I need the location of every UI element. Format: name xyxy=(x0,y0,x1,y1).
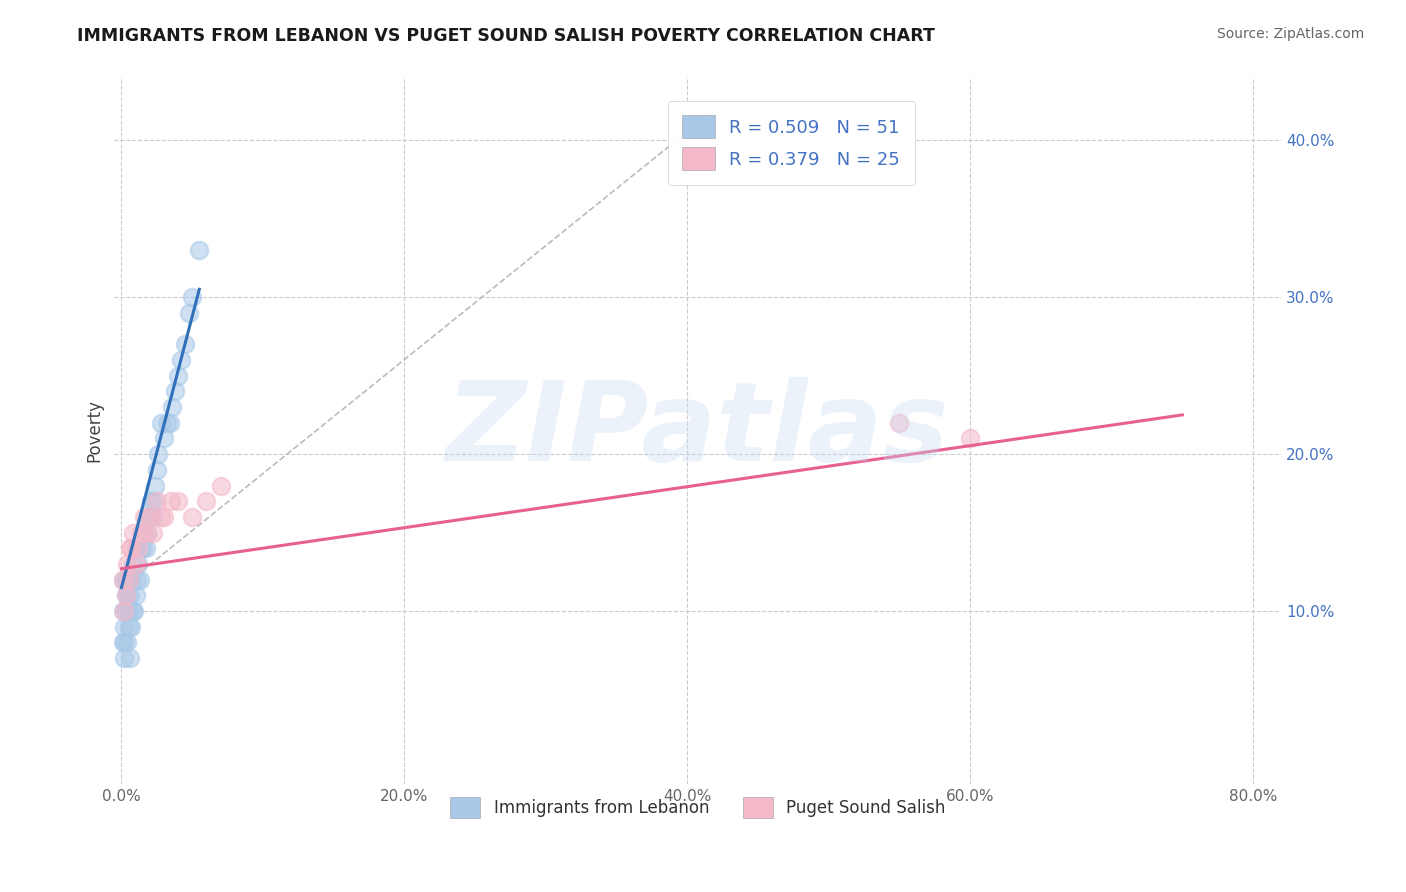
Point xyxy=(114,588,136,602)
Point xyxy=(143,494,166,508)
Point xyxy=(146,463,169,477)
Point xyxy=(959,432,981,446)
Point xyxy=(181,290,204,304)
Point xyxy=(112,651,135,665)
Point xyxy=(125,573,148,587)
Point xyxy=(117,573,139,587)
Legend: Immigrants from Lebanon, Puget Sound Salish: Immigrants from Lebanon, Puget Sound Sal… xyxy=(444,790,952,825)
Point xyxy=(136,525,159,540)
Point xyxy=(121,557,143,571)
Point xyxy=(142,509,165,524)
Point xyxy=(159,416,181,430)
Point xyxy=(139,509,162,524)
Point xyxy=(138,509,160,524)
Point xyxy=(209,478,232,492)
Point xyxy=(115,557,138,571)
Point xyxy=(114,604,136,618)
Point xyxy=(112,604,135,618)
Point xyxy=(127,541,149,556)
Point xyxy=(142,525,165,540)
Point xyxy=(111,635,134,649)
Point xyxy=(145,478,167,492)
Point xyxy=(127,557,149,571)
Point xyxy=(136,525,159,540)
Point xyxy=(153,432,176,446)
Point xyxy=(135,541,157,556)
Point xyxy=(112,620,135,634)
Point xyxy=(134,509,156,524)
Point xyxy=(141,494,163,508)
Point xyxy=(114,573,136,587)
Point xyxy=(188,243,211,257)
Point xyxy=(160,494,183,508)
Point xyxy=(124,588,146,602)
Point xyxy=(121,525,143,540)
Point xyxy=(115,635,138,649)
Point xyxy=(121,604,143,618)
Point xyxy=(167,494,190,508)
Point xyxy=(117,604,139,618)
Point xyxy=(122,604,145,618)
Point xyxy=(889,416,911,430)
Point xyxy=(153,509,176,524)
Point xyxy=(156,416,179,430)
Point xyxy=(131,541,153,556)
Point xyxy=(162,400,184,414)
Point xyxy=(120,620,142,634)
Point xyxy=(148,447,170,461)
Point xyxy=(114,588,136,602)
Text: Source: ZipAtlas.com: Source: ZipAtlas.com xyxy=(1216,27,1364,41)
Point xyxy=(118,588,141,602)
Point xyxy=(179,306,201,320)
Point xyxy=(150,509,173,524)
Text: IMMIGRANTS FROM LEBANON VS PUGET SOUND SALISH POVERTY CORRELATION CHART: IMMIGRANTS FROM LEBANON VS PUGET SOUND S… xyxy=(77,27,935,45)
Point xyxy=(174,337,197,351)
Point xyxy=(117,620,139,634)
Point xyxy=(124,541,146,556)
Point xyxy=(165,384,187,399)
Point xyxy=(195,494,218,508)
Point xyxy=(115,588,138,602)
Point xyxy=(111,573,134,587)
Point xyxy=(139,509,162,524)
Point xyxy=(112,635,135,649)
Point xyxy=(128,573,150,587)
Y-axis label: Poverty: Poverty xyxy=(86,399,103,462)
Point xyxy=(111,573,134,587)
Point xyxy=(124,557,146,571)
Point xyxy=(167,368,190,383)
Point xyxy=(129,541,152,556)
Point xyxy=(181,509,204,524)
Point xyxy=(170,353,193,368)
Point xyxy=(134,525,156,540)
Text: ZIPatlas: ZIPatlas xyxy=(446,377,950,484)
Point xyxy=(150,416,173,430)
Point xyxy=(117,573,139,587)
Point xyxy=(120,541,142,556)
Point xyxy=(118,541,141,556)
Point xyxy=(129,525,152,540)
Point xyxy=(146,494,169,508)
Point xyxy=(111,604,134,618)
Point xyxy=(120,573,142,587)
Point xyxy=(118,651,141,665)
